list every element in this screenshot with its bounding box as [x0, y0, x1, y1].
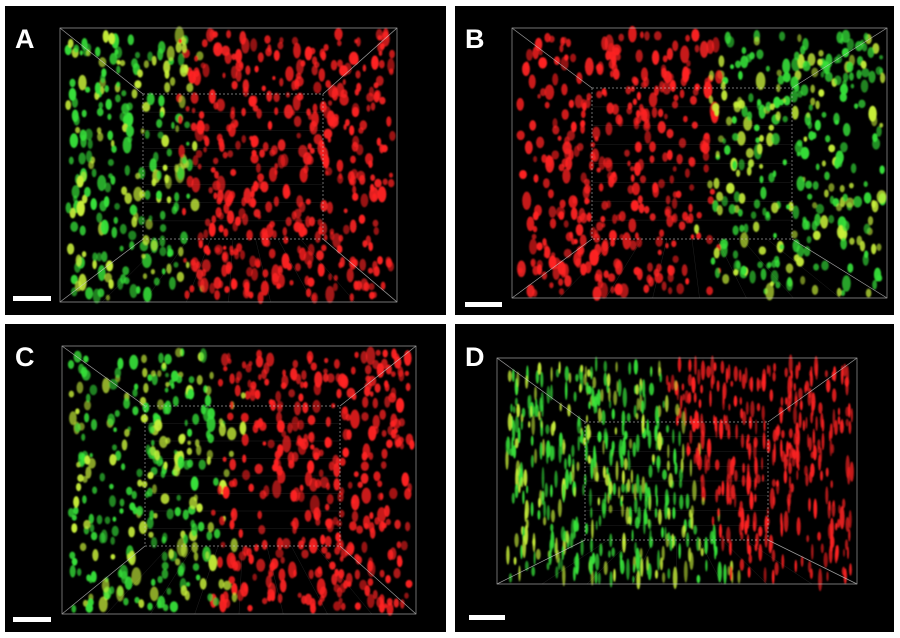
panel-d-label: D [465, 342, 485, 372]
panel-c: C [5, 324, 446, 632]
bounding-box [496, 357, 858, 585]
panel-b: B [455, 6, 894, 315]
bounding-box [61, 345, 417, 615]
panel-a-label: A [15, 24, 35, 54]
panel-c-render [61, 345, 417, 616]
panel-b-label: B [465, 24, 485, 54]
panel-a-scale-bar [13, 296, 51, 301]
panel-b-render [511, 25, 888, 301]
panel-c-label: C [15, 342, 35, 372]
panel-a-render [59, 26, 398, 304]
panel-d-render [496, 354, 858, 592]
cell-specks [505, 354, 854, 592]
cell-specks [64, 26, 396, 304]
panel-a: A [5, 6, 446, 315]
panel-b-scale-bar [465, 302, 502, 307]
panel-d-scale-bar [469, 615, 505, 620]
panel-c-scale-bar [13, 617, 51, 622]
cell-specks [516, 25, 887, 301]
cell-specks [67, 346, 415, 616]
bounding-box [511, 27, 888, 299]
panel-d: D [455, 324, 894, 632]
bounding-box [59, 27, 398, 303]
